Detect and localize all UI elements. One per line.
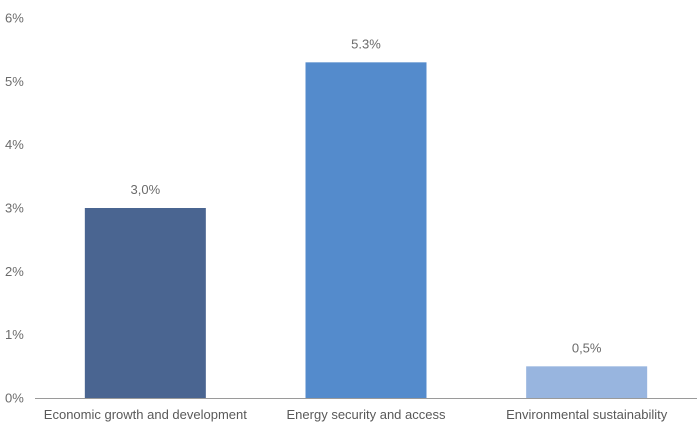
x-tick-label: Economic growth and development bbox=[44, 407, 247, 422]
bar bbox=[526, 366, 648, 398]
y-tick-label: 3% bbox=[5, 201, 24, 216]
y-tick-label: 0% bbox=[5, 391, 24, 406]
data-label: 5.3% bbox=[351, 36, 381, 51]
y-tick-label: 2% bbox=[5, 264, 24, 279]
y-tick-label: 5% bbox=[5, 74, 24, 89]
bars bbox=[84, 62, 648, 398]
data-labels: 3,0% 5.3% 0,5% bbox=[131, 36, 602, 355]
y-tick-label: 6% bbox=[5, 11, 24, 26]
x-axis: Economic growth and development Energy se… bbox=[35, 398, 697, 422]
y-tick-label: 4% bbox=[5, 137, 24, 152]
data-label: 0,5% bbox=[572, 340, 602, 355]
x-tick-label: Energy security and access bbox=[287, 407, 446, 422]
y-axis: 0% 1% 2% 3% 4% 5% 6% bbox=[5, 11, 24, 406]
y-tick-label: 1% bbox=[5, 327, 24, 342]
data-label: 3,0% bbox=[131, 182, 161, 197]
bar bbox=[305, 62, 427, 398]
bar bbox=[84, 208, 206, 398]
x-tick-label: Environmental sustainability bbox=[506, 407, 668, 422]
